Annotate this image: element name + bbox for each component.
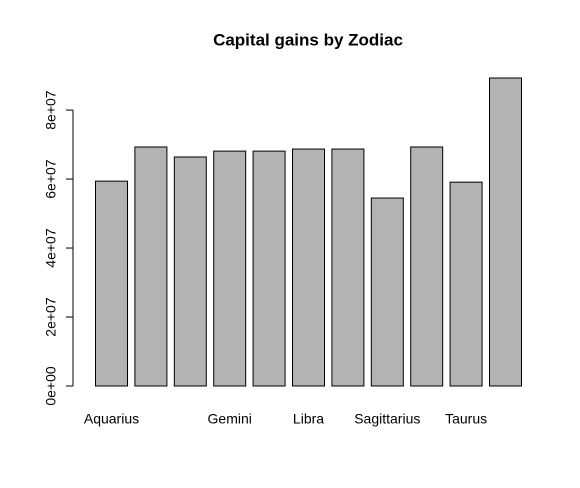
y-tick-label: 2e+07 — [43, 297, 59, 337]
bar — [370, 197, 404, 387]
x-tick-label: Aquarius — [84, 411, 139, 427]
bar — [95, 180, 128, 387]
bar — [252, 150, 286, 387]
y-tick-label: 8e+07 — [43, 90, 59, 130]
bar — [292, 148, 325, 387]
bar — [173, 156, 207, 387]
x-tick-label: Taurus — [445, 411, 487, 427]
bar — [489, 77, 522, 387]
x-tick-label: Sagittarius — [354, 411, 420, 427]
bar — [331, 148, 365, 387]
y-tick-label: 6e+07 — [43, 159, 59, 199]
bar — [449, 181, 483, 387]
chart-title: Capital gains by Zodiac — [213, 30, 403, 49]
y-tick-label: 4e+07 — [43, 228, 59, 268]
bar — [410, 146, 444, 387]
bar — [134, 146, 168, 387]
bar — [213, 150, 247, 387]
x-tick-label: Gemini — [208, 411, 252, 427]
x-tick-label: Libra — [293, 411, 324, 427]
y-tick-label: 0e+00 — [43, 366, 59, 406]
